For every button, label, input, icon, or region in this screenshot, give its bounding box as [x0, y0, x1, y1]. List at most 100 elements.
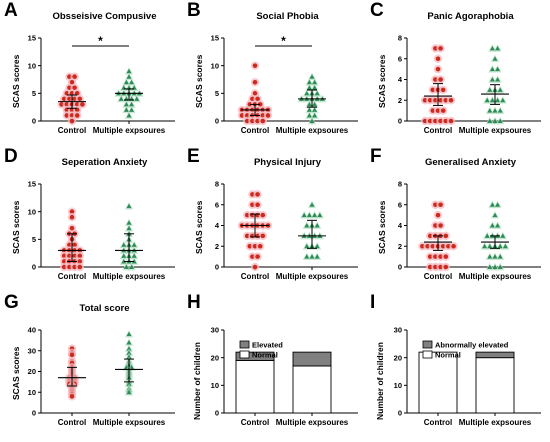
legend-swatch-elevated	[422, 340, 433, 349]
y-tick-label: 10	[28, 207, 36, 216]
x-category-label: Control	[241, 272, 269, 281]
panel-c-panic-agoraphobia: C Panic Agoraphobia SCAS scores 0 2 4 6 8 Con…	[366, 0, 549, 146]
panel-title: Total score	[79, 303, 130, 314]
data-point-control	[433, 118, 438, 124]
data-point-control	[247, 243, 253, 249]
data-point-control	[257, 243, 263, 249]
data-point-exposure	[306, 101, 312, 107]
panel-title: Social Phobia	[256, 11, 319, 22]
scatter-plot: 0 5 10 15 Control Multiple expsoures *	[211, 34, 358, 135]
data-point-control	[69, 209, 75, 214]
data-point-exposure	[487, 87, 493, 92]
data-point-control	[433, 202, 438, 208]
data-point-exposure	[121, 242, 127, 247]
scatter-plot: 0 5 10 15 Control Multiple expsoures	[28, 180, 175, 281]
data-point-control	[61, 96, 67, 102]
data-point-control	[244, 118, 250, 124]
scatter-plot: 0 5 10 15 Control Multiple expsoures *	[28, 34, 175, 135]
y-tick-label: 6	[398, 54, 402, 63]
data-point-control	[67, 96, 72, 102]
data-point-exposure	[121, 253, 127, 258]
data-point-control	[252, 63, 258, 68]
data-point-exposure	[489, 45, 495, 51]
data-point-control	[239, 113, 245, 118]
data-point-exposure	[492, 108, 498, 113]
data-point-control	[427, 254, 433, 259]
data-point-control	[438, 254, 443, 259]
y-tick-label: 0	[32, 409, 36, 418]
y-tick-label: 15	[211, 34, 219, 43]
x-category-label: Multiple expsoures	[93, 272, 166, 281]
data-point-exposure	[129, 101, 135, 107]
data-point-control	[67, 85, 72, 91]
data-point-exposure	[126, 350, 132, 355]
data-point-exposure	[131, 258, 137, 264]
data-point-control	[427, 264, 433, 270]
data-point-exposure	[126, 225, 132, 231]
data-point-control	[433, 264, 438, 270]
data-point-exposure	[123, 107, 129, 112]
data-point-control	[250, 202, 255, 208]
data-point-control	[67, 74, 72, 80]
data-point-exposure	[489, 77, 495, 82]
y-tick-label: 10	[211, 381, 219, 390]
panel-a-obsessive-compulsive: A Obsseisive Compusive SCAS scores 0 5 10 1…	[0, 0, 183, 146]
data-point-control	[430, 108, 436, 113]
data-point-exposure	[489, 97, 495, 103]
data-point-control	[255, 192, 260, 197]
data-point-exposure	[487, 243, 493, 249]
data-point-control	[67, 264, 72, 270]
data-point-control	[72, 264, 77, 270]
data-point-exposure	[129, 264, 135, 269]
bar-segment-normal	[292, 365, 332, 414]
data-point-exposure	[487, 118, 493, 123]
data-point-exposure	[129, 107, 135, 112]
data-point-exposure	[123, 264, 129, 269]
data-point-exposure	[126, 203, 132, 209]
data-point-exposure	[118, 96, 124, 101]
data-point-control	[80, 102, 85, 107]
data-point-control	[64, 113, 70, 118]
data-point-control	[69, 113, 75, 118]
bar-segment-elevated	[475, 351, 515, 359]
y-tick-label: 0	[215, 263, 219, 272]
data-point-control	[422, 118, 428, 124]
data-point-exposure	[126, 112, 132, 118]
y-tick-label: 0	[398, 409, 402, 418]
data-point-exposure	[495, 97, 501, 103]
x-category-label: Multiple expsoures	[93, 126, 166, 135]
bar-segment-normal	[235, 359, 275, 414]
data-point-control	[257, 102, 263, 107]
scatter-plot: 0 2 4 6 8 Control Multiple expsoures	[398, 180, 541, 281]
data-point-control	[74, 113, 80, 118]
data-point-exposure	[495, 66, 501, 72]
data-point-control	[69, 225, 75, 231]
data-point-exposure	[497, 264, 503, 269]
x-category-label: Control	[58, 272, 86, 281]
x-category-label: Control	[58, 126, 86, 135]
data-point-exposure	[489, 223, 495, 228]
panel-title: Physical Injury	[253, 157, 322, 168]
data-point-exposure	[317, 212, 323, 218]
data-point-control	[77, 264, 83, 270]
scatter-plot: 0 2 4 6 8 Control Multiple expsoures	[215, 180, 358, 281]
data-point-control	[69, 79, 75, 85]
data-point-exposure	[492, 56, 498, 61]
data-point-exposure	[306, 85, 312, 90]
legend-label-elevated: Abnormally elevated	[435, 341, 509, 350]
y-tick-label: 10	[211, 61, 219, 70]
y-tick-label: 10	[28, 388, 36, 397]
data-point-control	[433, 97, 438, 103]
panel-letter: F	[370, 146, 382, 167]
data-point-control	[433, 254, 438, 259]
y-tick-label: 8	[398, 180, 402, 189]
data-point-control	[435, 66, 441, 72]
data-point-control	[443, 264, 449, 270]
data-point-control	[252, 79, 258, 85]
data-point-control	[438, 202, 443, 208]
data-point-control	[435, 212, 441, 218]
y-tick-label: 40	[28, 326, 36, 335]
panel-letter: E	[187, 146, 200, 167]
data-point-exposure	[121, 258, 127, 264]
data-point-control	[427, 97, 433, 103]
